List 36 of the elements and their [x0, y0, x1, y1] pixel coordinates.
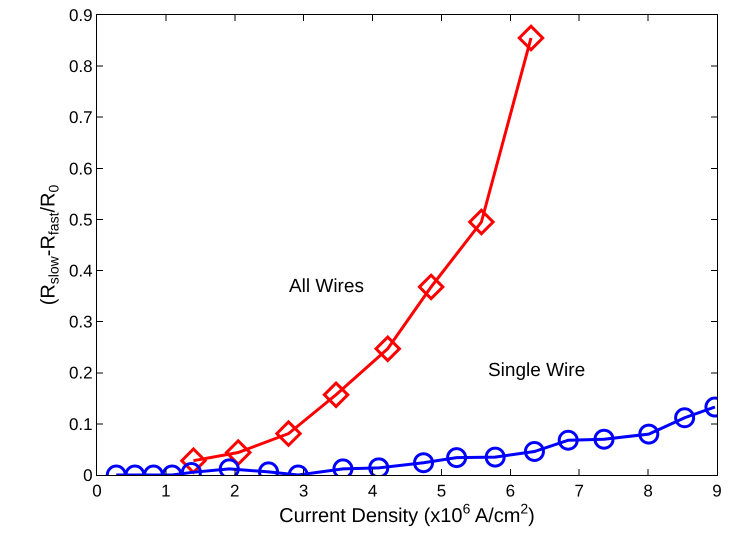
text: All Wires: [289, 276, 364, 297]
y-tick-label: 0.4: [68, 262, 93, 281]
point: [594, 428, 615, 450]
point: [638, 424, 660, 445]
y-tick-label: 0.3: [68, 312, 93, 332]
y-tick-label: 0.6: [68, 159, 93, 178]
x-axis-title: Current Density (x10$^{6}$ A/cm$^{2}$): [279, 500, 535, 527]
x-tick-label: 3: [298, 481, 308, 500]
point: [468, 208, 495, 236]
x-tick-label: 8: [643, 481, 653, 500]
x-tick-label: 1: [161, 481, 171, 500]
x-tick-label: 5: [436, 481, 446, 500]
x-tick-label: 7: [574, 481, 584, 500]
point: [275, 420, 302, 447]
point: [413, 452, 434, 474]
point: [418, 274, 444, 300]
point: [524, 440, 545, 462]
point: [518, 24, 544, 52]
x-tick-label: 2: [230, 481, 240, 500]
point: [558, 430, 579, 451]
point: [446, 447, 468, 468]
y-tick-label: 0.7: [68, 108, 93, 128]
y-tick-label: 0.1: [68, 414, 93, 434]
y-tick-label: 0.2: [68, 364, 93, 383]
x-tick-label: 4: [368, 481, 378, 500]
point: [484, 446, 506, 468]
y-tick-label: 0.9: [68, 6, 93, 25]
y-tick-label: 0.5: [68, 210, 93, 230]
point: [322, 382, 350, 408]
y-tick-label: 0: [83, 466, 93, 485]
x-tick-label: 6: [506, 481, 516, 500]
text: Single Wire: [488, 360, 586, 381]
y-tick-label: 0.8: [68, 57, 93, 76]
point: [374, 336, 401, 362]
point: [674, 407, 696, 428]
x-tick-label: 9: [712, 481, 722, 500]
